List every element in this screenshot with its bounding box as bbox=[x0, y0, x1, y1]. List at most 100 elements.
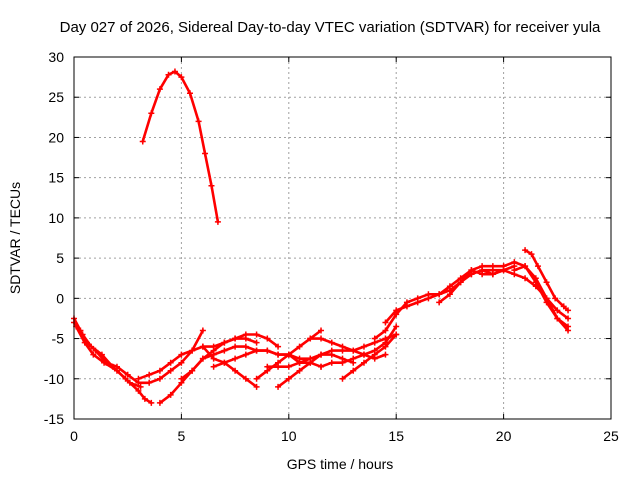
data-point-marker bbox=[275, 363, 282, 370]
data-point-marker bbox=[253, 339, 260, 346]
data-point-marker bbox=[371, 351, 378, 358]
data-point-marker bbox=[328, 359, 335, 366]
y-tick-label: 30 bbox=[48, 49, 64, 65]
data-point-marker bbox=[307, 335, 314, 342]
data-point-marker bbox=[318, 327, 325, 334]
data-point-marker bbox=[511, 267, 518, 274]
data-point-marker bbox=[522, 247, 529, 254]
data-point-marker bbox=[199, 343, 206, 350]
series-sat-c bbox=[73, 323, 144, 390]
data-point-marker bbox=[275, 343, 282, 350]
data-point-marker bbox=[339, 375, 346, 382]
data-point-marker bbox=[178, 359, 185, 366]
data-point-marker bbox=[339, 359, 346, 366]
data-point-marker bbox=[186, 90, 193, 97]
data-point-marker bbox=[328, 347, 335, 354]
data-point-marker bbox=[318, 335, 325, 342]
data-point-marker bbox=[178, 351, 185, 358]
series-sat-h bbox=[199, 343, 260, 390]
data-point-marker bbox=[554, 307, 561, 314]
data-point-marker bbox=[307, 359, 314, 366]
data-point-marker bbox=[500, 267, 507, 274]
series-sat-t bbox=[511, 263, 572, 334]
data-point-marker bbox=[565, 307, 572, 314]
data-point-marker bbox=[318, 351, 325, 358]
data-point-marker bbox=[148, 399, 155, 406]
data-point-marker bbox=[81, 339, 88, 346]
data-point-marker bbox=[382, 319, 389, 326]
data-point-marker bbox=[446, 283, 453, 290]
series-sat-k bbox=[275, 331, 400, 390]
data-point-marker bbox=[137, 383, 144, 390]
data-point-marker bbox=[156, 399, 163, 406]
data-point-marker bbox=[210, 355, 217, 362]
data-point-marker bbox=[275, 351, 282, 358]
y-tick-label: 25 bbox=[48, 89, 64, 105]
data-point-marker bbox=[285, 351, 292, 358]
data-point-marker bbox=[457, 279, 464, 286]
data-point-marker bbox=[167, 391, 174, 398]
x-axis-label: GPS time / hours bbox=[287, 456, 394, 472]
data-point-marker bbox=[350, 367, 357, 374]
y-tick-label: 0 bbox=[56, 290, 64, 306]
y-tick-label: 10 bbox=[48, 210, 64, 226]
data-point-marker bbox=[393, 323, 400, 330]
data-point-marker bbox=[178, 375, 185, 382]
data-point-marker bbox=[522, 263, 529, 270]
data-point-marker bbox=[167, 367, 174, 374]
y-axis-label: SDTVAR / TECUs bbox=[7, 182, 23, 294]
data-point-marker bbox=[210, 363, 217, 370]
data-point-marker bbox=[318, 363, 325, 370]
x-axis-ticks: 0 5 10 15 20 25 bbox=[70, 57, 619, 444]
data-point-marker bbox=[382, 343, 389, 350]
data-point-marker bbox=[202, 150, 209, 157]
data-point-marker bbox=[275, 383, 282, 390]
chart-title: Day 027 of 2026, Sidereal Day-to-day VTE… bbox=[60, 19, 601, 36]
data-point-marker bbox=[489, 267, 496, 274]
data-point-marker bbox=[88, 343, 95, 350]
data-point-marker bbox=[156, 367, 163, 374]
data-point-marker bbox=[253, 331, 260, 338]
data-point-marker bbox=[393, 307, 400, 314]
data-point-marker bbox=[208, 182, 215, 189]
series-sat-r bbox=[468, 267, 572, 322]
data-point-marker bbox=[436, 299, 443, 306]
data-point-marker bbox=[167, 359, 174, 366]
data-point-marker bbox=[113, 367, 120, 374]
data-point-marker bbox=[296, 343, 303, 350]
data-point-marker bbox=[468, 271, 475, 278]
data-point-marker bbox=[534, 263, 541, 270]
x-tick-label: 20 bbox=[496, 428, 512, 444]
data-point-marker bbox=[189, 347, 196, 354]
x-tick-label: 5 bbox=[178, 428, 186, 444]
data-point-marker bbox=[350, 355, 357, 362]
x-tick-label: 10 bbox=[281, 428, 297, 444]
x-tick-label: 0 bbox=[70, 428, 78, 444]
data-point-marker bbox=[565, 327, 572, 334]
data-point-marker bbox=[126, 379, 133, 386]
y-tick-label: 15 bbox=[48, 170, 64, 186]
data-point-marker bbox=[296, 359, 303, 366]
data-point-marker bbox=[156, 86, 163, 93]
data-point-marker bbox=[264, 347, 271, 354]
data-point-marker bbox=[532, 283, 539, 290]
series-sat-e bbox=[156, 331, 282, 406]
data-point-marker bbox=[232, 355, 239, 362]
data-point-marker bbox=[253, 375, 260, 382]
data-point-marker bbox=[446, 291, 453, 298]
data-point-marker bbox=[264, 363, 271, 370]
data-point-marker bbox=[285, 363, 292, 370]
data-point-marker bbox=[146, 379, 153, 386]
y-tick-label: 5 bbox=[56, 250, 64, 266]
data-point-marker bbox=[242, 351, 249, 358]
data-point-marker bbox=[554, 315, 561, 322]
data-point-marker bbox=[565, 315, 572, 322]
data-point-marker bbox=[139, 138, 146, 145]
data-point-marker bbox=[195, 118, 202, 125]
data-point-marker bbox=[479, 267, 486, 274]
data-point-marker bbox=[552, 295, 559, 302]
data-point-marker bbox=[189, 367, 196, 374]
data-point-marker bbox=[285, 375, 292, 382]
data-point-marker bbox=[148, 110, 155, 117]
series-line bbox=[341, 333, 398, 381]
